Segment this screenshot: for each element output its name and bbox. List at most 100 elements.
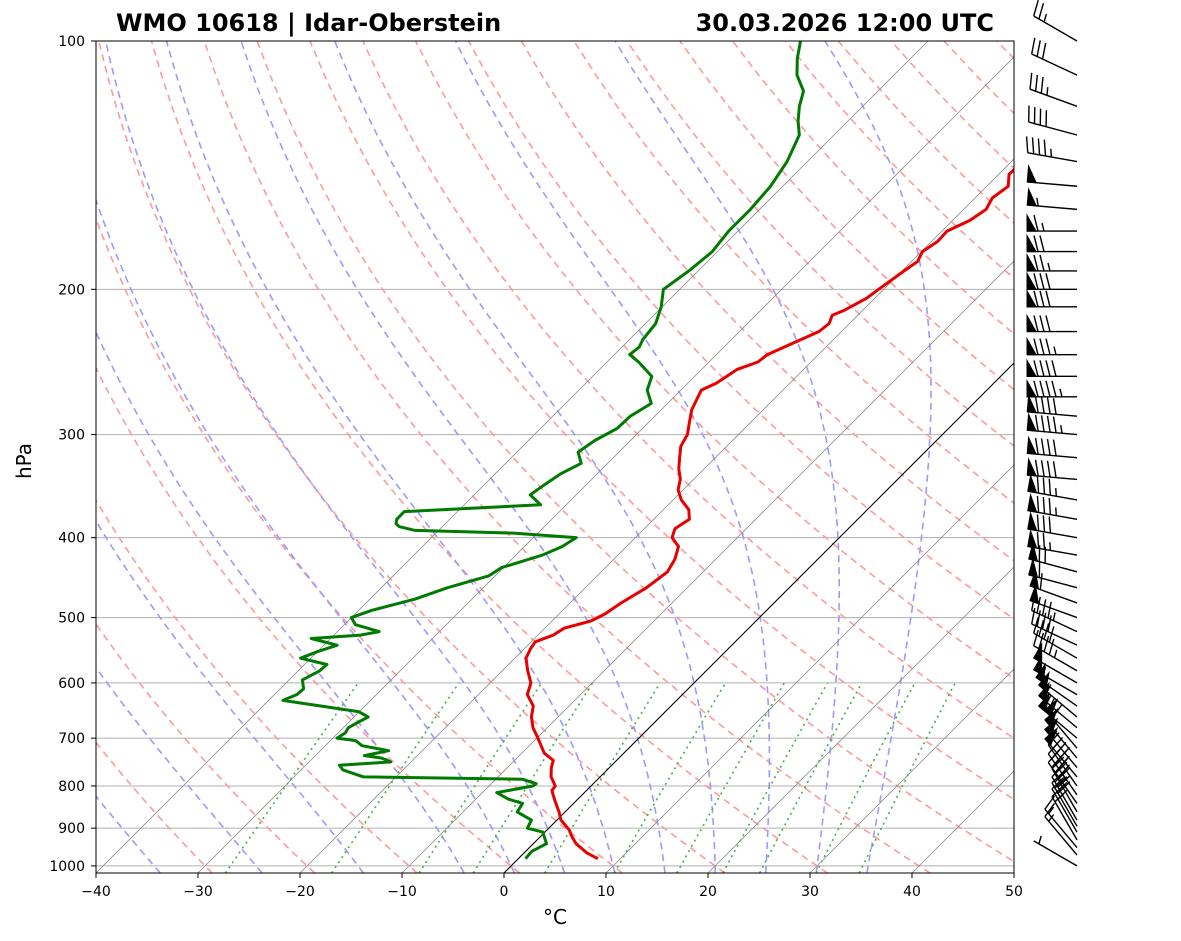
moist-adiabat-line xyxy=(454,41,771,873)
wind-barb xyxy=(1026,233,1077,253)
x-tick-label: −20 xyxy=(285,884,315,900)
wind-barbs xyxy=(1025,0,1078,867)
mixing-ratio-lines xyxy=(224,682,956,873)
isotherm-line xyxy=(197,56,1014,873)
wind-barb xyxy=(1026,271,1077,291)
wind-barb xyxy=(1029,583,1078,619)
dry-adiabat-line xyxy=(150,41,828,873)
x-tick-label: −30 xyxy=(183,884,213,900)
wind-barb xyxy=(1051,756,1078,813)
wind-barb xyxy=(1044,802,1078,856)
wind-barb xyxy=(1033,629,1078,672)
wind-barb xyxy=(1026,457,1078,481)
wind-barb xyxy=(1026,378,1077,398)
wind-barb xyxy=(1026,187,1078,211)
dewpoint-profile-line xyxy=(281,41,805,860)
mixing-ratio-line xyxy=(544,682,661,873)
wind-barb xyxy=(1028,105,1078,136)
mixing-ratio-line xyxy=(858,682,956,873)
dry-adiabat-line xyxy=(362,41,1014,740)
profile-series xyxy=(281,41,1014,861)
moist-adiabat-line xyxy=(240,41,666,873)
moist-adiabat-line xyxy=(96,197,516,873)
y-axis-label: hPa xyxy=(12,443,36,479)
x-tick-label: 50 xyxy=(1005,884,1023,900)
isotherm-line xyxy=(809,668,1014,873)
isotherm-line xyxy=(299,158,1014,873)
dry-adiabat-line xyxy=(573,41,1014,505)
dry-adiabat-line xyxy=(256,41,1014,863)
wind-barb xyxy=(1026,393,1078,417)
wind-barb xyxy=(1025,136,1078,163)
dry-adiabat-line xyxy=(203,41,931,873)
dry-adiabat-line xyxy=(679,41,1014,391)
x-tick-label: 30 xyxy=(801,884,819,900)
mixing-ratio-line xyxy=(613,682,727,873)
wind-barb xyxy=(1026,253,1077,272)
wind-barb xyxy=(1028,541,1078,573)
moist-adiabat-line xyxy=(105,41,566,873)
wind-barb xyxy=(1026,313,1077,333)
dry-adiabat-line xyxy=(96,499,418,873)
datetime-title: 30.03.2026 12:00 UTC xyxy=(696,9,994,37)
plot-frame xyxy=(95,40,1015,874)
wind-barb xyxy=(1030,594,1078,633)
dry-adiabats xyxy=(96,41,1014,873)
moist-adiabat-line xyxy=(96,794,161,873)
parcel-path xyxy=(503,362,1014,873)
wind-barb xyxy=(1026,435,1078,459)
dry-adiabat-line xyxy=(96,216,623,873)
wind-barb xyxy=(1026,358,1077,378)
station-title: WMO 10618 | Idar-Oberstein xyxy=(116,9,501,37)
dry-adiabat-line xyxy=(467,41,1014,621)
mixing-ratio-line xyxy=(418,682,543,873)
x-tick-label: 10 xyxy=(597,884,615,900)
wind-barb xyxy=(1027,492,1078,520)
mixing-ratio-line xyxy=(472,682,594,873)
dry-adiabat-line xyxy=(97,41,726,873)
wind-barb xyxy=(1027,473,1078,501)
wind-barb xyxy=(1026,288,1077,308)
wind-barb xyxy=(1026,412,1078,436)
wind-barb xyxy=(1026,336,1077,356)
y-tick-label: 800 xyxy=(58,779,85,795)
isotherm-line xyxy=(605,464,1014,873)
wind-barb xyxy=(1030,607,1078,646)
wind-barb xyxy=(1026,213,1077,232)
isotherm-line xyxy=(401,260,1014,873)
y-axis-ticks: 1000 900 800 700 600 500 400 300 200 100 xyxy=(49,34,96,875)
x-tick-label: 20 xyxy=(699,884,717,900)
x-tick-label: −10 xyxy=(387,884,417,900)
y-tick-label: 200 xyxy=(58,282,85,298)
isotherm-line xyxy=(707,566,1014,873)
wind-barb xyxy=(1027,528,1078,556)
moist-adiabat-line xyxy=(824,41,932,873)
wind-barb xyxy=(1027,511,1078,539)
y-tick-label: 700 xyxy=(58,731,85,747)
y-tick-label: 400 xyxy=(58,531,85,547)
x-axis-label: °C xyxy=(543,905,567,929)
x-axis-ticks: −40 −30 −20 −10 0 10 20 30 40 50 xyxy=(81,873,1023,900)
x-tick-label: 0 xyxy=(500,884,509,900)
y-tick-label: 500 xyxy=(58,611,85,627)
y-tick-label: 900 xyxy=(58,821,85,837)
temperature-profile-line xyxy=(524,167,1014,861)
moist-adiabat-line xyxy=(96,519,365,873)
mixing-ratio-line xyxy=(815,682,916,873)
dry-adiabat-line xyxy=(96,622,316,873)
y-tick-label: 100 xyxy=(58,34,85,50)
wind-barb xyxy=(1029,72,1078,107)
parcel-reference-line xyxy=(503,362,1014,873)
wind-barb xyxy=(1033,0,1078,42)
wind-barb xyxy=(1033,835,1078,867)
y-tick-label: 300 xyxy=(58,428,85,444)
dry-adiabat-line xyxy=(96,366,521,873)
y-tick-label: 1000 xyxy=(49,859,85,875)
y-tick-label: 600 xyxy=(58,676,85,692)
moist-adiabat-line xyxy=(333,41,717,873)
wind-barb xyxy=(1026,164,1078,187)
wind-barb xyxy=(1029,568,1078,604)
x-tick-label: −40 xyxy=(81,884,111,900)
